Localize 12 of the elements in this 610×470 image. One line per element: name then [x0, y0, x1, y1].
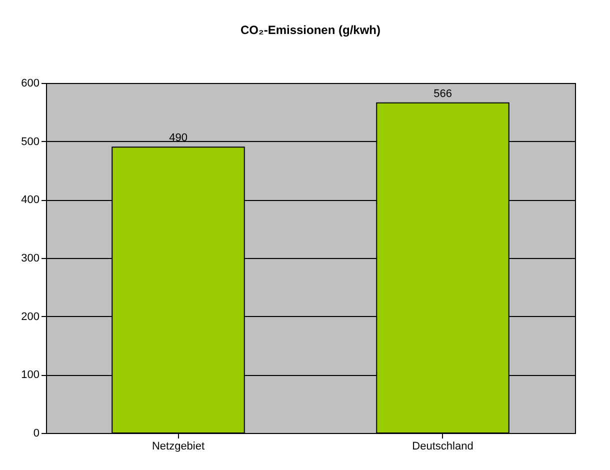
data-label: 566	[434, 88, 452, 100]
y-tick-label: 200	[21, 310, 40, 323]
x-tick-label: Netzgebiet	[152, 440, 205, 452]
y-tick-label: 100	[21, 369, 40, 382]
data-label: 490	[169, 132, 188, 144]
y-tick-label: 500	[21, 136, 40, 148]
x-tick-label: Deutschland	[412, 440, 474, 452]
y-tick-label: 0	[33, 428, 40, 440]
y-tick-label: 400	[21, 194, 40, 206]
chart-title: CO₂-Emissionen (g/kwh)	[240, 23, 381, 37]
y-tick-label: 300	[21, 252, 40, 264]
y-tick-label: 600	[21, 78, 40, 90]
